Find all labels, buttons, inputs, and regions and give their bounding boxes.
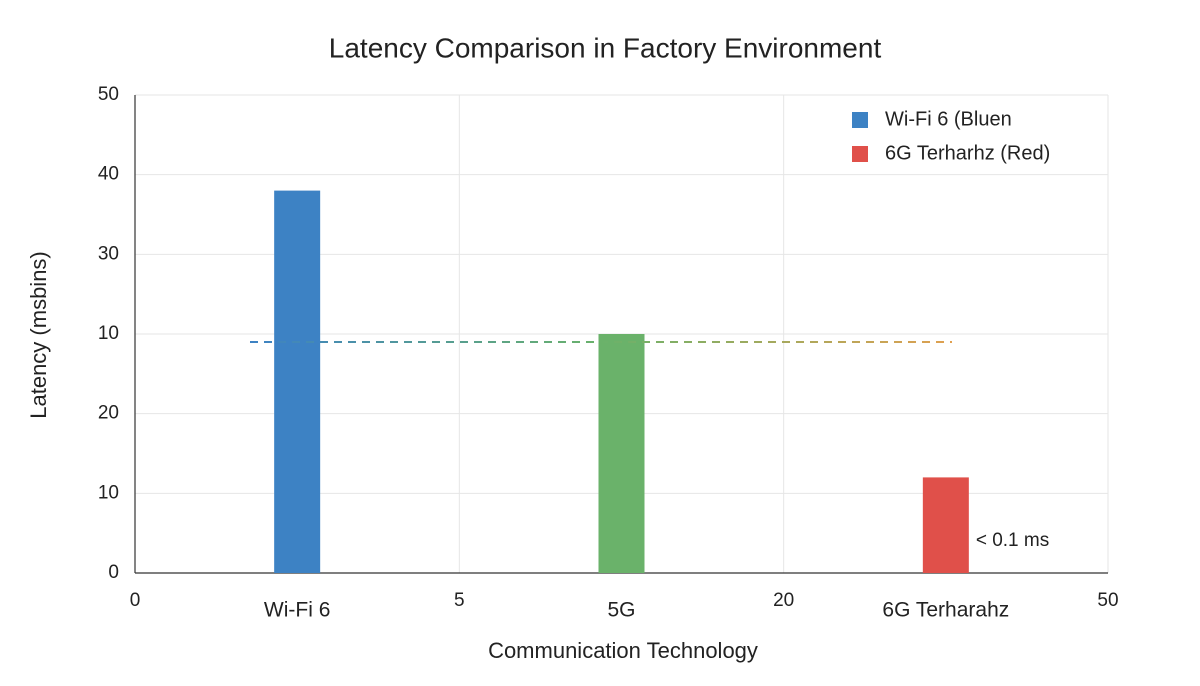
- x-tick-label: 5: [454, 590, 465, 611]
- x-category-label: Wi-Fi 6: [264, 599, 331, 622]
- x-category-label: 6G Terharahz: [882, 599, 1009, 622]
- legend-swatch: [852, 112, 868, 128]
- x-tick-label: 0: [130, 590, 141, 611]
- y-axis-label: Latency (msbins): [26, 251, 51, 419]
- annotation: < 0.1 ms: [976, 530, 1049, 551]
- legend-label: 6G Terharhz (Red): [885, 142, 1050, 164]
- y-tick-label: 50: [98, 84, 119, 105]
- y-tick-label: 40: [98, 164, 119, 185]
- y-tick-label: 30: [98, 243, 119, 264]
- bar: [274, 190, 321, 573]
- x-tick-label: 50: [1097, 590, 1118, 611]
- legend-label: Wi-Fi 6 (Bluen: [885, 108, 1012, 130]
- x-axis-label: Communication Technology: [488, 638, 758, 663]
- chart-title: Latency Comparison in Factory Environmen…: [329, 32, 882, 63]
- x-tick-label: 20: [773, 590, 794, 611]
- legend-swatch: [852, 146, 868, 162]
- y-tick-label: 10: [98, 482, 119, 503]
- bar: [922, 477, 969, 573]
- x-category-label: 5G: [607, 599, 635, 622]
- y-tick-label: 10: [98, 323, 119, 344]
- y-tick-label: 0: [108, 562, 119, 583]
- bar: [598, 334, 645, 573]
- y-tick-label: 20: [98, 403, 119, 424]
